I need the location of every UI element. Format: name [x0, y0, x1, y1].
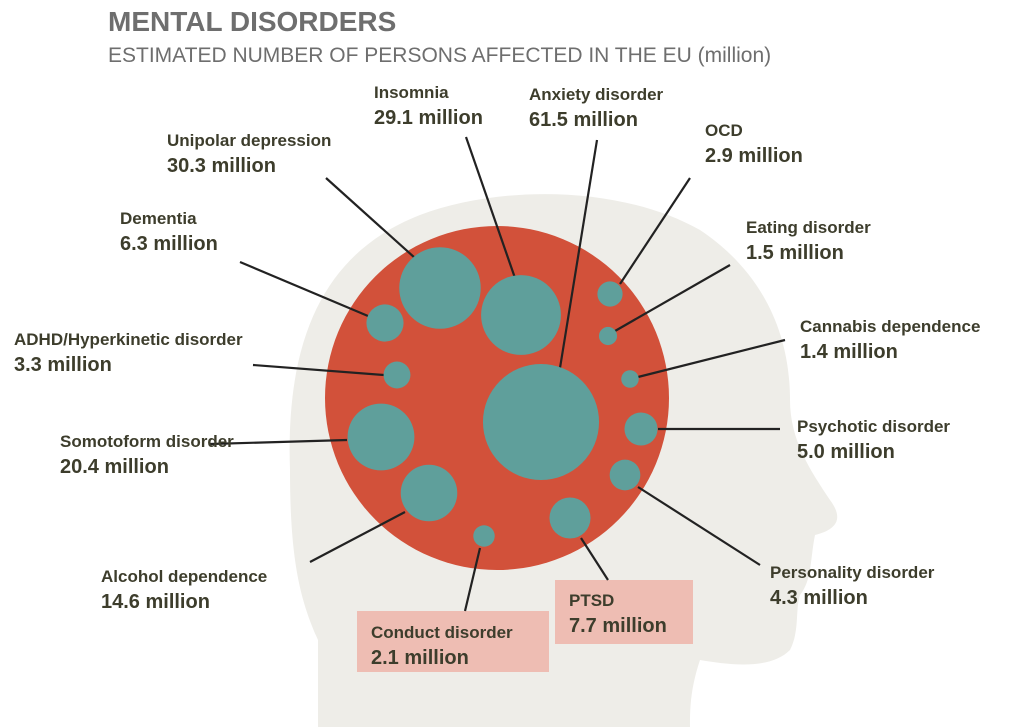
leader-line [463, 547, 482, 612]
highlight-box [555, 580, 693, 644]
bubble [597, 281, 623, 307]
value-label: 61.5 million [529, 109, 638, 131]
bubble [598, 326, 618, 346]
leader-line [325, 177, 416, 259]
leader-line [637, 338, 786, 379]
disorder-name: PTSD [569, 591, 614, 610]
disorder-name: Psychotic disorder [797, 417, 950, 436]
bubble [399, 247, 481, 329]
disorder-name: Somotoform disorder [60, 432, 234, 451]
value-label: 2.1 million [371, 647, 469, 669]
value-label: 20.4 million [60, 456, 169, 478]
bubble [366, 304, 404, 342]
leader-line [252, 363, 385, 377]
value-label: 14.6 million [101, 591, 210, 613]
leader-line [309, 511, 406, 563]
value-label: 7.7 million [569, 615, 667, 637]
bubble [624, 412, 658, 446]
disorder-name: Insomnia [374, 83, 449, 102]
disorder-name: Personality disorder [770, 563, 935, 582]
value-label: 29.1 million [374, 107, 483, 129]
leader-line [580, 537, 609, 581]
bubble [473, 525, 495, 547]
bubble [347, 403, 415, 471]
value-label: 30.3 million [167, 155, 276, 177]
disorder-name: Dementia [120, 209, 197, 228]
chart-subtitle: ESTIMATED NUMBER OF PERSONS AFFECTED IN … [108, 44, 771, 67]
leader-line [209, 438, 348, 446]
highlight-box [357, 611, 549, 672]
disorder-name: OCD [705, 121, 743, 140]
leader-line [637, 486, 761, 566]
value-label: 1.5 million [746, 242, 844, 264]
value-label: 4.3 million [770, 587, 868, 609]
leader-line [558, 139, 599, 369]
bubble [482, 363, 600, 481]
disorder-name: ADHD/Hyperkinetic disorder [14, 330, 243, 349]
bubble [481, 275, 561, 355]
leader-line [239, 260, 369, 318]
value-label: 5.0 million [797, 441, 895, 463]
value-label: 3.3 million [14, 354, 112, 376]
leader-line [464, 136, 517, 279]
disorder-name: Alcohol dependence [101, 567, 267, 586]
disorder-name: Unipolar depression [167, 131, 331, 150]
disorder-name: Conduct disorder [371, 623, 513, 642]
value-label: 2.9 million [705, 145, 803, 167]
disorder-name: Cannabis dependence [800, 317, 980, 336]
bubble [621, 370, 639, 388]
value-label: 6.3 million [120, 233, 218, 255]
disorder-name: Anxiety disorder [529, 85, 664, 104]
leader-line [614, 264, 731, 332]
disorder-name: Eating disorder [746, 218, 871, 237]
bubble [400, 464, 458, 522]
bubble [609, 459, 641, 491]
value-label: 1.4 million [800, 341, 898, 363]
bubble [383, 361, 411, 389]
chart-title: MENTAL DISORDERS [108, 6, 396, 37]
leader-line [619, 177, 691, 285]
bubble [549, 497, 591, 539]
